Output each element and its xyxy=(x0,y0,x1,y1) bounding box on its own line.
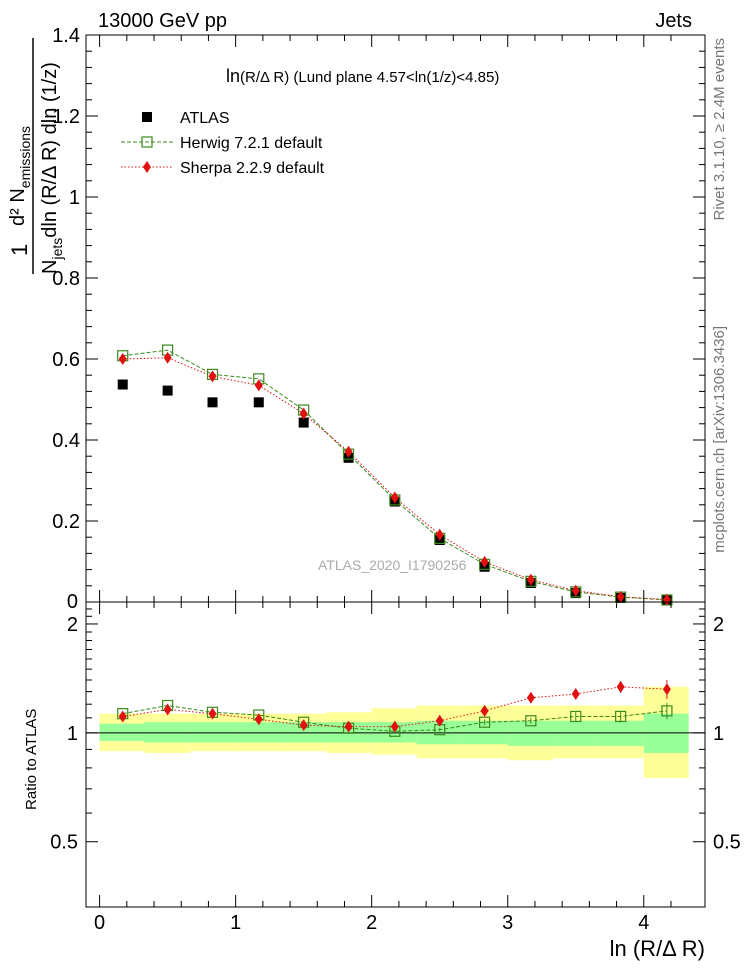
ratio-ytick-label-right-1: 1 xyxy=(713,723,724,745)
xtick-label-3: 3 xyxy=(502,912,513,934)
xtick-label-4: 4 xyxy=(638,912,649,934)
main-point-s2-4 xyxy=(299,407,308,420)
main-title-ln: ln xyxy=(226,66,240,86)
analysis-label: ATLAS_2020_I1790256 xyxy=(318,557,467,573)
main-point-s0-4 xyxy=(298,417,309,428)
main-title-rest: (R/Δ R) (Lund plane 4.57<ln(1/z)<4.85) xyxy=(240,69,499,86)
main-point-s2-2 xyxy=(208,370,217,383)
main-point-s0-5 xyxy=(343,452,354,463)
main-point-s2-9 xyxy=(526,573,535,586)
ratio-band-green-0 xyxy=(99,723,145,741)
legend-label-0: ATLAS xyxy=(180,110,230,127)
rivet-label: Rivet 3.1.10, ≥ 2.4M events xyxy=(711,38,728,221)
ratio-point-s1-4 xyxy=(299,719,308,732)
main-ytick-label-5: 1.2 xyxy=(52,106,80,128)
header-left: 13000 GeV pp xyxy=(98,10,227,32)
ylabel-denominator-sub: jets xyxy=(49,238,65,261)
ratio-ytick-label-left-2: 2 xyxy=(67,614,78,636)
ratio-frame xyxy=(85,601,706,908)
main-title: ln(R/Δ R) (Lund plane 4.57<ln(1/z)<4.85) xyxy=(226,66,499,86)
ratio-ytick-label-right-2: 2 xyxy=(713,614,724,636)
ratio-band-green-11 xyxy=(598,720,644,746)
legend-label-1: Herwig 7.2.1 default xyxy=(180,135,323,152)
ylabel-one: 1 xyxy=(7,244,32,256)
mcplots-label: mcplots.cern.ch [arXiv:1306.3436] xyxy=(711,326,728,553)
ratio-point-s1-9 xyxy=(526,691,535,704)
ratio-point-s1-8 xyxy=(480,704,489,717)
main-point-s2-11 xyxy=(616,590,625,603)
main-point-s2-5 xyxy=(344,445,353,458)
main-point-s0-1 xyxy=(162,385,173,396)
main-point-s2-0 xyxy=(118,353,127,365)
ylabel-numerator-sub: emissions xyxy=(17,126,33,188)
ratio-point-s0-10 xyxy=(570,710,582,723)
ratio-point-s1-11 xyxy=(616,680,625,693)
xtick-label-1: 1 xyxy=(230,912,241,934)
ratio-ytick-label-right-0: 0.5 xyxy=(713,832,741,854)
main-ytick-label-zero: 0 xyxy=(67,591,78,613)
ratio-panel: 0.5 0.5 1 1 2 2 0 1 2 3 4 xyxy=(50,601,741,934)
main-point-s2-10 xyxy=(571,584,580,597)
main-frame xyxy=(85,34,706,603)
xtick-label-2: 2 xyxy=(366,912,377,934)
ratio-ytick-label-left-1: 1 xyxy=(67,723,78,745)
main-point-s0-2 xyxy=(207,397,218,408)
ratio-point-s1-6 xyxy=(390,720,399,733)
ratio-point-s1-0 xyxy=(118,710,127,723)
ratio-point-s0-12 xyxy=(661,705,673,717)
main-point-s2-1 xyxy=(163,351,172,364)
xtick-label-0: 0 xyxy=(94,912,105,934)
ratio-point-s1-5 xyxy=(344,720,353,733)
legend-marker-1 xyxy=(141,136,153,148)
xlabel: ln (R/Δ R) xyxy=(610,936,705,961)
ratio-band-green-9 xyxy=(507,720,553,746)
ratio-point-s1-12 xyxy=(662,683,671,696)
ylabel-denominator: Njetsdln (R/Δ R) dln (1/z) xyxy=(39,62,65,274)
header-right: Jets xyxy=(655,10,692,32)
ylabel-numerator-main: d² N xyxy=(7,188,29,226)
ratio-ytick-label-left-0: 0.5 xyxy=(50,832,78,854)
ylabel-numerator: d² Nemissions xyxy=(7,126,33,226)
ylabel-denominator-n: N xyxy=(39,260,61,274)
main-ytick-label-4: 1 xyxy=(69,187,80,209)
main-point-s2-7 xyxy=(435,528,444,541)
ratio-point-s1-10 xyxy=(571,688,580,701)
main-ytick-label-1: 0.4 xyxy=(52,430,80,452)
ratio-band-green-10 xyxy=(552,720,599,746)
ratio-point-s0-11 xyxy=(615,710,627,723)
main-point-s0-3 xyxy=(253,397,264,408)
legend-marker-2 xyxy=(143,161,151,173)
ratio-point-s0-9 xyxy=(525,715,537,727)
ratio-ylabel: Ratio to ATLAS xyxy=(23,709,40,810)
ratio-point-s1-2 xyxy=(208,707,217,720)
ratio-point-s1-1 xyxy=(163,703,172,716)
main-ytick-label-3: 0.8 xyxy=(52,268,80,290)
legend-label-2: Sherpa 2.2.9 default xyxy=(180,160,325,177)
main-ylabel: 1 d² Nemissions Njetsdln (R/Δ R) dln (1/… xyxy=(7,38,65,274)
main-ytick-label-2: 0.6 xyxy=(52,349,80,371)
main-point-s2-12 xyxy=(662,593,671,606)
ratio-point-s1-7 xyxy=(435,714,444,727)
main-point-s2-6 xyxy=(390,491,399,504)
main-point-s2-8 xyxy=(480,555,489,568)
main-ytick-label-0: 0.2 xyxy=(52,511,80,533)
ratio-point-s1-3 xyxy=(254,713,263,726)
legend-marker-0 xyxy=(142,112,152,122)
main-ytick-label-6: 1.4 xyxy=(52,25,80,47)
ylabel-denominator-rest: dln (R/Δ R) dln (1/z) xyxy=(39,62,61,238)
main-panel: 0.2 0.4 0.6 0.8 1 1.2 1.4 0 ATLAS_2020_I1790256… xyxy=(52,25,706,613)
main-point-s2-3 xyxy=(254,379,263,392)
legend: ATLAS Herwig 7.2.1 default Sherpa 2.2.9 de… xyxy=(121,110,325,177)
ratio-point-s0-8 xyxy=(479,716,491,728)
main-point-s0-0 xyxy=(117,379,128,390)
